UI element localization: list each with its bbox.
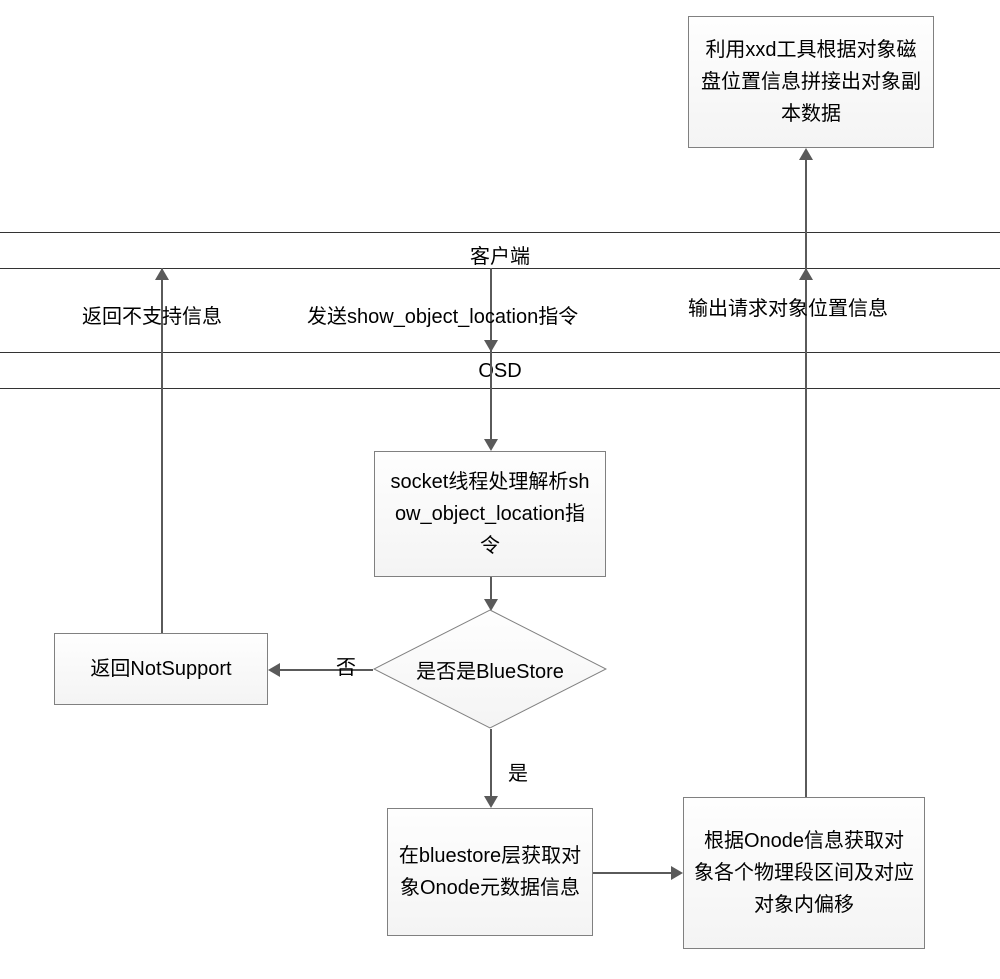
flowchart-canvas: 客户端 OSD 利用xxd工具根据对象磁盘位置信息拼接出对象副本数据 返回不支持… [0,0,1000,979]
arrow-left-into-client [155,268,169,280]
node-decision: 是否是BlueStore [373,609,607,729]
node-notsupport-text: 返回NotSupport [90,653,231,685]
label-return-unsupported: 返回不支持信息 [82,300,222,329]
edge-center-vertical-top [490,268,492,439]
node-segments-text: 根据Onode信息获取对象各个物理段区间及对应对象内偏移 [694,825,914,921]
middle-band-bottom [0,352,1000,353]
arrow-right-into-client [799,268,813,280]
node-segments: 根据Onode信息获取对象各个物理段区间及对应对象内偏移 [683,797,925,949]
arrow-center-to-socket [484,439,498,451]
osd-band-bottom [0,388,1000,389]
client-band-top [0,232,1000,233]
node-xxd-text: 利用xxd工具根据对象磁盘位置信息拼接出对象副本数据 [699,34,923,130]
edge-socket-to-decision [490,577,492,600]
edge-decision-to-notsupport [280,669,373,671]
arrow-decision-to-onode [484,796,498,808]
label-send-cmd: 发送show_object_location指令 [307,300,578,329]
osd-band-label: OSD [0,360,1000,383]
node-onode: 在bluestore层获取对象Onode元数据信息 [387,808,593,936]
node-socket-text: socket线程处理解析show_object_location指令 [385,466,595,562]
label-yes: 是 [508,757,528,786]
label-no: 否 [336,651,356,680]
arrow-onode-to-segments [671,866,683,880]
edge-decision-to-onode [490,729,492,796]
node-onode-text: 在bluestore层获取对象Onode元数据信息 [398,840,582,904]
node-socket: socket线程处理解析show_object_location指令 [374,451,606,577]
node-notsupport: 返回NotSupport [54,633,268,705]
node-xxd: 利用xxd工具根据对象磁盘位置信息拼接出对象副本数据 [688,16,934,148]
node-decision-text: 是否是BlueStore [416,655,564,684]
edge-onode-to-segments [593,872,671,874]
arrow-center-into-osd [484,340,498,352]
arrow-right-to-xxd [799,148,813,160]
edge-right-vertical [805,160,807,797]
label-output-pos: 输出请求对象位置信息 [688,292,888,321]
client-band-label: 客户端 [0,240,1000,269]
arrow-decision-to-notsupport [268,663,280,677]
